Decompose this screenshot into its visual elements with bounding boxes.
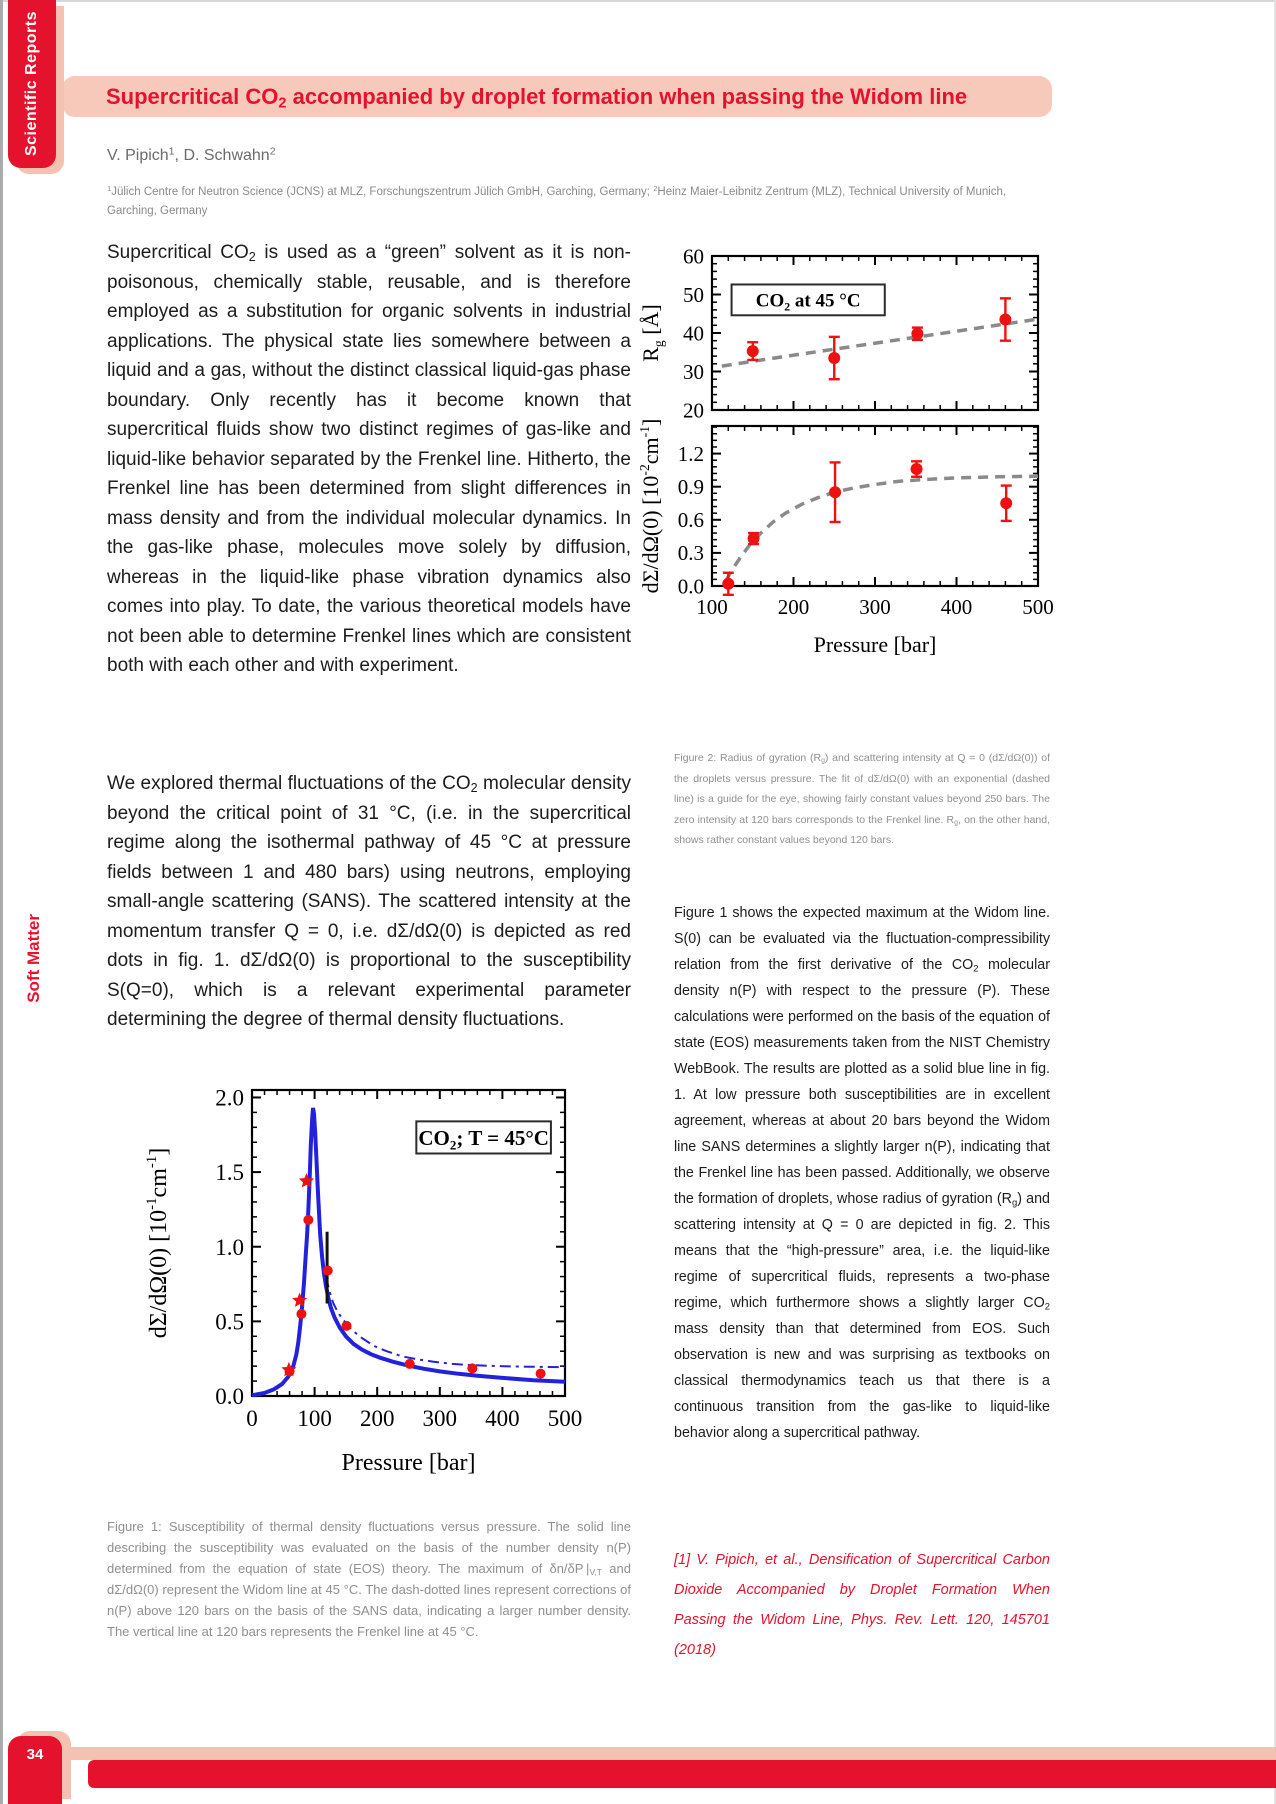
authors-line: V. Pipich1, D. Schwahn2: [107, 145, 276, 164]
svg-text:Pressure [bar]: Pressure [bar]: [814, 632, 937, 657]
footer-pink-bar: [60, 1747, 1276, 1760]
title-banner: Supercritical CO2 accompanied by droplet…: [62, 76, 1052, 117]
svg-text:0.0: 0.0: [678, 574, 704, 598]
svg-text:300: 300: [423, 1406, 458, 1431]
svg-text:200: 200: [360, 1406, 395, 1431]
svg-text:Rg [Å]: Rg [Å]: [638, 304, 666, 362]
affiliation-line: 1Jülich Centre for Neutron Science (JCNS…: [107, 184, 1007, 217]
svg-text:1.2: 1.2: [678, 442, 704, 466]
svg-text:20: 20: [683, 398, 704, 422]
section-label-text: Soft Matter: [24, 913, 43, 1003]
journal-badge-label: Scientific Reports: [23, 11, 40, 157]
figure1-plot: 0 100 200 300 400 500 0.0 0.5 1.0 1.5 2.0 Pressure …: [144, 1086, 583, 1476]
journal-badge: Scientific Reports: [8, 0, 56, 168]
svg-text:CO2; T = 45°C: CO2; T = 45°C: [418, 1126, 549, 1153]
figure2: 20 30 40 50 60 Rg [Å] CO2 at 45 °C 100 200 300 40…: [637, 244, 1054, 662]
page-top-edge: [0, 0, 1276, 2]
svg-text:0.5: 0.5: [215, 1309, 244, 1334]
figure1: 0 100 200 300 400 500 0.0 0.5 1.0 1.5 2.0 Pressure …: [140, 1078, 583, 1480]
body-paragraph-3: Figure 1 shows the expected maximum at t…: [674, 905, 1050, 1441]
svg-text:0.6: 0.6: [678, 508, 704, 532]
svg-text:100: 100: [696, 595, 728, 619]
svg-text:1.5: 1.5: [215, 1160, 244, 1185]
svg-text:40: 40: [683, 321, 704, 345]
body-paragraph-1: Supercritical CO2 is used as a “green” s…: [107, 242, 631, 676]
svg-text:100: 100: [297, 1406, 332, 1431]
svg-text:60: 60: [683, 244, 704, 268]
body-paragraph-2: We explored thermal fluctuations of the …: [107, 773, 631, 1030]
svg-text:dΣ/dΩ(0) [10-2cm-1]: dΣ/dΩ(0) [10-2cm-1]: [637, 419, 663, 594]
svg-text:0.9: 0.9: [678, 475, 704, 499]
svg-text:0.3: 0.3: [678, 541, 704, 565]
figure1-caption: Figure 1: Susceptibility of thermal dens…: [107, 1519, 631, 1639]
svg-text:1.0: 1.0: [215, 1235, 244, 1260]
svg-text:CO2 at 45 °C: CO2 at 45 °C: [756, 291, 861, 314]
svg-text:500: 500: [1022, 595, 1054, 619]
svg-text:400: 400: [941, 595, 973, 619]
section-label: Soft Matter: [14, 876, 54, 1040]
svg-text:500: 500: [548, 1406, 583, 1431]
page-left-edge: [0, 0, 3, 1804]
figure2-intensity-plot: 100 200 300 400 500 0.0 0.3 0.6 0.9 1.2 Pressure […: [637, 419, 1054, 657]
page-title: Supercritical CO2 accompanied by droplet…: [106, 84, 968, 112]
svg-text:300: 300: [859, 595, 891, 619]
svg-text:400: 400: [485, 1406, 520, 1431]
figure2-caption: Figure 2: Radius of gyration (Rg) and sc…: [674, 752, 1050, 846]
figure2-rg-plot: 20 30 40 50 60 Rg [Å] CO2 at 45 °C: [638, 244, 1040, 422]
svg-text:0: 0: [246, 1406, 258, 1431]
svg-text:0.0: 0.0: [215, 1384, 244, 1409]
svg-text:Pressure [bar]: Pressure [bar]: [342, 1450, 476, 1476]
reference-1: [1] V. Pipich, et al., Densification of …: [674, 1552, 1050, 1658]
page-number-badge: 34: [8, 1736, 62, 1804]
page-right-edge: [1274, 0, 1276, 1804]
svg-text:50: 50: [683, 283, 704, 307]
page-number: 34: [26, 1746, 44, 1763]
svg-text:dΣ/dΩ(0) [10-1cm-1]: dΣ/dΩ(0) [10-1cm-1]: [144, 1148, 172, 1339]
svg-text:2.0: 2.0: [215, 1086, 244, 1111]
footer-red-bar: [88, 1760, 1276, 1788]
svg-text:200: 200: [778, 595, 810, 619]
svg-text:30: 30: [683, 360, 704, 384]
